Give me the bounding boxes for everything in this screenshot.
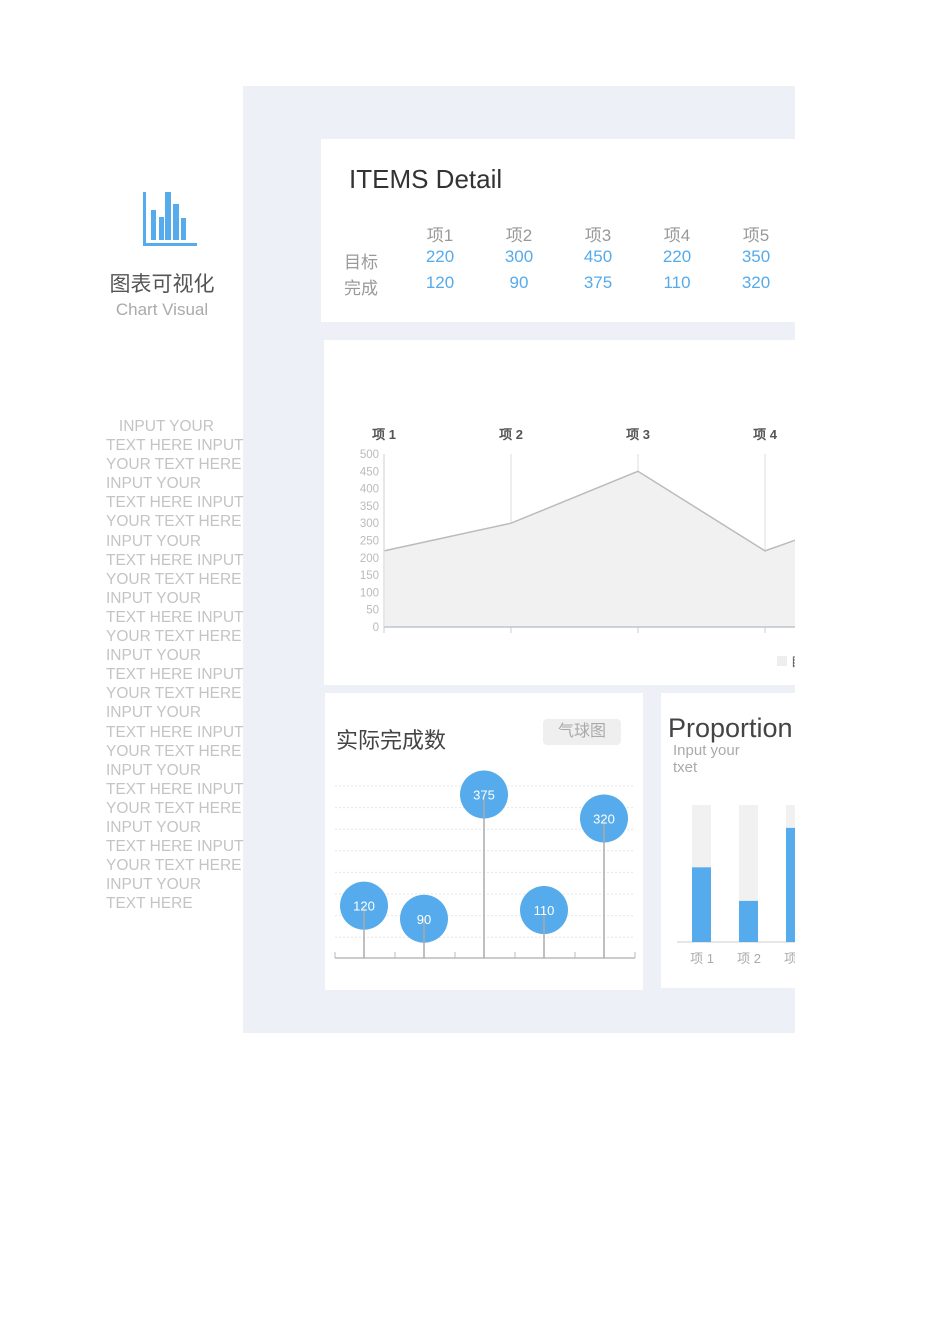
legend-label: 目标 <box>791 655 795 669</box>
bubble-label: 110 <box>534 903 555 918</box>
table-cell: 120 <box>425 273 455 292</box>
y-tick-label: 500 <box>360 449 379 461</box>
bar-fill <box>786 827 795 942</box>
row-label: 目标 <box>344 253 378 272</box>
y-tick-label: 400 <box>360 484 379 496</box>
x-tick-label: 项 3 <box>784 951 795 966</box>
column-header: 项4 <box>663 226 691 245</box>
y-tick-label: 300 <box>360 518 379 530</box>
detail-title: ITEMS Detail <box>349 164 503 194</box>
bubble: 320 <box>580 794 628 958</box>
bubble: 90 <box>400 894 448 958</box>
items-detail-card: ITEMS Detail 项1 项2 项3 项4 项5 目标 220 300 450 220 350… <box>321 139 795 322</box>
area-fill <box>384 471 795 627</box>
area-chart-card: 项 1项 2项 3项 4项 50501001502002503003504004… <box>324 340 795 685</box>
table-cell: 220 <box>425 247 455 266</box>
x-tick-label: 项 2 <box>737 951 761 966</box>
x-tick-label: 项 4 <box>753 427 778 442</box>
bubble-label: 375 <box>473 788 495 803</box>
bubble-circle <box>520 886 568 935</box>
bubble-chart-tag[interactable]: 气球图 <box>543 719 621 745</box>
y-tick-label: 200 <box>360 553 379 565</box>
area-line <box>383 470 795 552</box>
column-header: 项3 <box>584 226 612 245</box>
table-cell: 90 <box>509 273 529 292</box>
table-cell: 220 <box>662 247 692 266</box>
app-subtitle: Chart Visual <box>115 300 209 319</box>
bubble-chart: 120 90 375 110 320 <box>334 770 636 959</box>
bubble-circle <box>580 794 628 843</box>
bubble-label: 120 <box>353 899 375 914</box>
column-header: 项2 <box>505 226 533 245</box>
proportion-bar-chart: 项 1 项 2 项 3 <box>677 805 795 966</box>
y-tick-label: 250 <box>360 536 379 548</box>
row-label: 完成 <box>344 279 378 298</box>
x-tick-label: 项 1 <box>690 951 714 966</box>
x-tick-label: 项 1 <box>372 427 396 442</box>
sidebar-body-text: INPUT YOUR TEXT HERE INPUT YOUR TEXT HER… <box>106 418 244 913</box>
bar-fill <box>692 867 711 942</box>
bar-fill <box>739 900 758 942</box>
bubble-chart-title: 实际完成数 <box>336 728 447 753</box>
y-tick-label: 350 <box>360 501 379 513</box>
table-cell: 350 <box>741 247 771 266</box>
column-header: 项5 <box>742 226 770 245</box>
proportion-subtitle: Input your txet <box>673 742 740 776</box>
x-tick-label: 项 3 <box>626 427 650 442</box>
proportion-title: Proportion <box>668 713 793 743</box>
bubble-label: 320 <box>593 811 615 826</box>
y-tick-label: 150 <box>360 570 379 582</box>
bar-chart-icon <box>143 192 197 246</box>
table-cell: 320 <box>741 273 771 292</box>
y-tick-label: 100 <box>360 587 379 599</box>
y-tick-label: 50 <box>366 605 379 617</box>
y-tick-label: 0 <box>373 622 379 634</box>
bubble-chart-card: 实际完成数 气球图 120 90 375 110 320 <box>325 693 643 990</box>
x-tick-label: 项 2 <box>499 427 523 442</box>
bubble: 120 <box>340 881 388 958</box>
app-title: 图表可视化 <box>109 273 215 296</box>
bubble: 110 <box>520 886 568 958</box>
table-cell: 375 <box>583 273 613 292</box>
bubble: 375 <box>460 770 508 958</box>
table-cell: 450 <box>583 247 613 266</box>
table-cell: 300 <box>504 247 534 266</box>
table-cell: 110 <box>663 273 691 292</box>
y-tick-label: 450 <box>360 466 379 478</box>
bubble-label: 90 <box>417 912 431 927</box>
column-header: 项1 <box>426 226 454 245</box>
proportion-card: Proportion Input your txet 项 1 项 2 项 3 <box>661 693 795 988</box>
legend-swatch <box>777 656 787 666</box>
area-chart: 项 1项 2项 3项 4项 50501001502002503003504004… <box>360 427 795 669</box>
